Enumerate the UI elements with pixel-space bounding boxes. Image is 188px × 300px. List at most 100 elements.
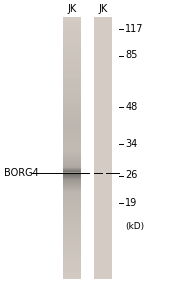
Bar [63,160,81,161]
Bar [63,81,81,82]
Bar [63,187,81,188]
Bar [63,183,81,184]
Bar [63,216,81,217]
Bar [63,90,81,91]
Bar [63,50,81,52]
Bar [63,240,81,241]
Bar [63,51,81,52]
Bar [63,267,81,268]
Bar [63,119,81,121]
Bar [63,23,81,24]
Bar [63,200,81,202]
Bar [63,123,81,124]
Bar [63,192,81,193]
Bar [63,151,81,152]
Bar [63,266,81,268]
Bar [63,69,81,70]
Bar [63,41,81,42]
Bar [63,199,81,200]
Bar [63,138,81,139]
Bar [63,30,81,31]
Bar [63,235,81,236]
Bar [63,76,81,77]
Bar [63,86,81,87]
Bar [63,61,81,62]
Bar [63,178,81,180]
Bar [63,101,81,102]
Bar [63,269,81,270]
Bar [63,139,81,140]
Bar [63,217,81,218]
Bar [63,137,81,139]
Bar [63,77,81,78]
Bar [63,65,81,67]
Bar [63,250,81,251]
Bar [63,236,81,237]
Bar [63,152,81,153]
Bar [63,223,81,224]
Text: 117: 117 [125,23,144,34]
Bar [63,205,81,206]
Bar [63,54,81,55]
Text: JK: JK [67,4,77,14]
Bar [63,249,81,250]
Text: BORG4: BORG4 [4,167,39,178]
Bar [63,218,81,219]
Bar [63,210,81,211]
Bar [63,183,81,184]
Bar [63,179,81,180]
Bar [63,193,81,194]
Bar [63,276,81,277]
Bar [63,252,81,253]
Bar [63,233,81,235]
Bar [63,221,81,222]
Bar [63,220,81,221]
Bar [63,173,81,175]
Bar [63,203,81,205]
Bar [63,228,81,229]
Bar [63,182,81,183]
Bar [63,229,81,230]
Bar [63,254,81,256]
Bar [63,168,81,169]
Bar [63,167,81,168]
Bar [63,176,81,177]
Bar [63,208,81,209]
Bar [63,143,81,145]
Bar [63,80,81,82]
Bar [63,264,81,265]
Bar [63,146,81,147]
Bar [63,49,81,50]
Bar [63,203,81,204]
Bar [63,38,81,40]
Bar [63,126,81,127]
Bar [63,158,81,159]
Bar [63,254,81,255]
Bar [63,128,81,130]
Bar [63,171,81,172]
Bar [63,234,81,235]
Bar [63,177,81,178]
Bar [63,256,81,257]
Bar [63,16,81,17]
Bar [63,161,81,163]
Bar [63,102,81,103]
Bar [63,24,81,25]
Bar [63,76,81,77]
Bar [63,44,81,46]
Bar [63,67,81,68]
Bar [63,201,81,202]
Bar [63,27,81,28]
Bar [63,244,81,245]
Bar [63,111,81,112]
Bar [63,17,81,19]
Bar [63,97,81,98]
Bar [63,188,81,189]
Bar [63,120,81,121]
Bar [63,194,81,195]
Bar [63,72,81,73]
Bar [63,185,81,186]
Bar [63,32,81,34]
Bar [63,38,81,39]
Bar [63,163,81,164]
